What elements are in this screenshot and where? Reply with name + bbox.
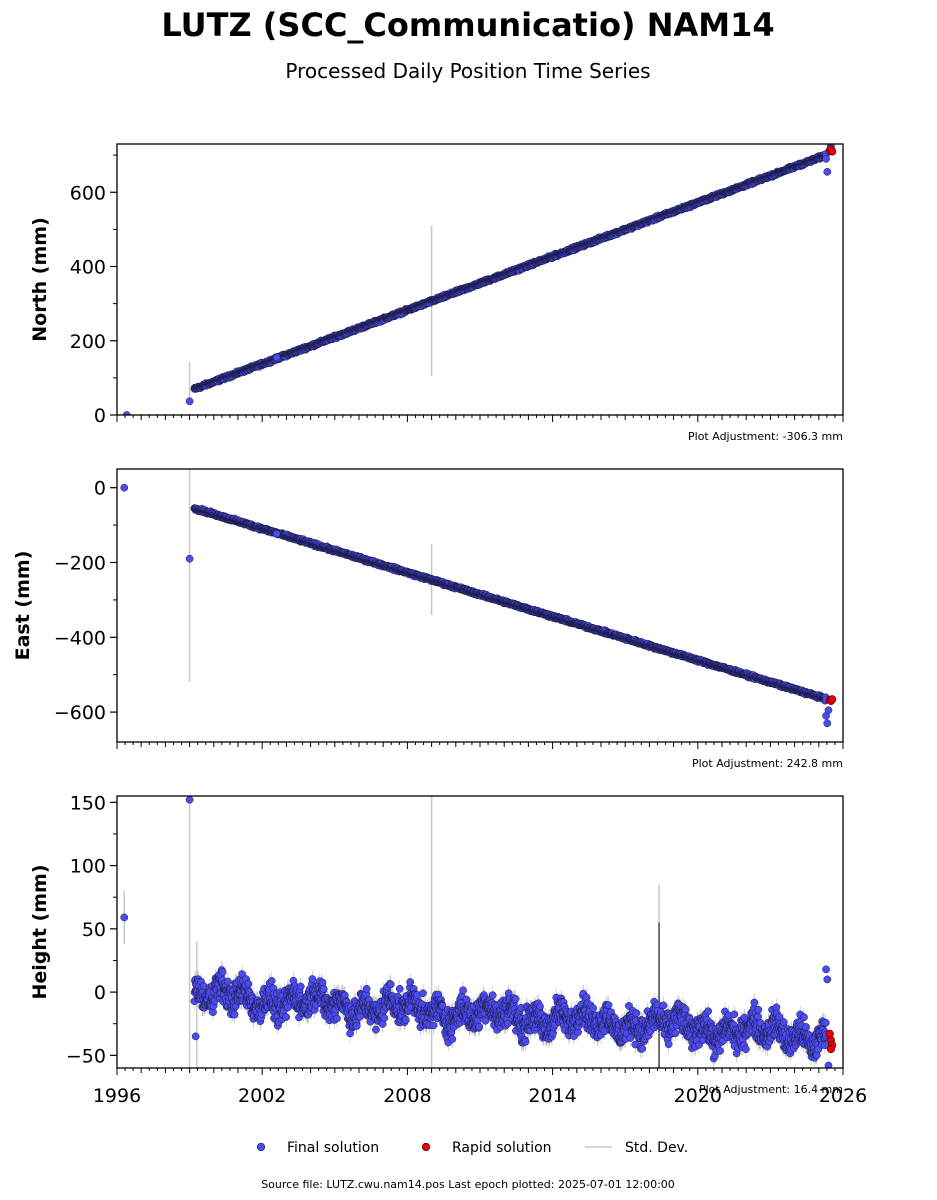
- final-solution-point: [185, 397, 194, 406]
- rapid-solution-point: [828, 695, 837, 704]
- y-tick-label: 400: [70, 257, 106, 279]
- final-solution-point: [272, 353, 281, 362]
- figure-subtitle: Processed Daily Position Time Series: [285, 59, 650, 83]
- final-solution-point: [822, 154, 830, 163]
- final-solution-series: [190, 504, 830, 705]
- final-solution-point: [824, 706, 833, 715]
- y-tick-label: 600: [70, 182, 106, 204]
- axes-frame: [116, 468, 844, 743]
- plot-adjustment-note: Plot Adjustment: -306.3 mm: [688, 430, 843, 443]
- rapid-solution-point: [828, 147, 837, 156]
- plot-area: [120, 796, 837, 1068]
- final-solution-point: [823, 167, 832, 176]
- north-panel: 0 200 400 600 North (mm) Plot Adjustment: -30…: [29, 143, 844, 443]
- final-solution-point: [120, 483, 129, 492]
- final-solution-point: [272, 529, 281, 538]
- y-tick-label: −200: [54, 552, 106, 574]
- y-axis-label: East (mm): [12, 551, 34, 661]
- figure-title: LUTZ (SCC_Communicatio) NAM14: [161, 6, 774, 44]
- y-tick-label: −400: [54, 627, 106, 649]
- y-axis-label: North (mm): [29, 217, 51, 342]
- plot-area: [122, 144, 837, 415]
- y-tick-label: 0: [94, 405, 106, 427]
- east-panel: −600 −400 −200 0 East (mm) Plot Adjustment: 2…: [12, 468, 844, 770]
- y-tick-label: 200: [70, 331, 106, 353]
- plot-adjustment-note: Plot Adjustment: 242.8 mm: [692, 757, 843, 770]
- final-solution-point: [185, 554, 194, 563]
- y-tick-label: 0: [94, 478, 106, 500]
- final-solution-point: [823, 719, 832, 728]
- final-solution-series: [190, 150, 830, 393]
- plot-area: [120, 469, 837, 728]
- y-tick-label: −600: [54, 702, 106, 724]
